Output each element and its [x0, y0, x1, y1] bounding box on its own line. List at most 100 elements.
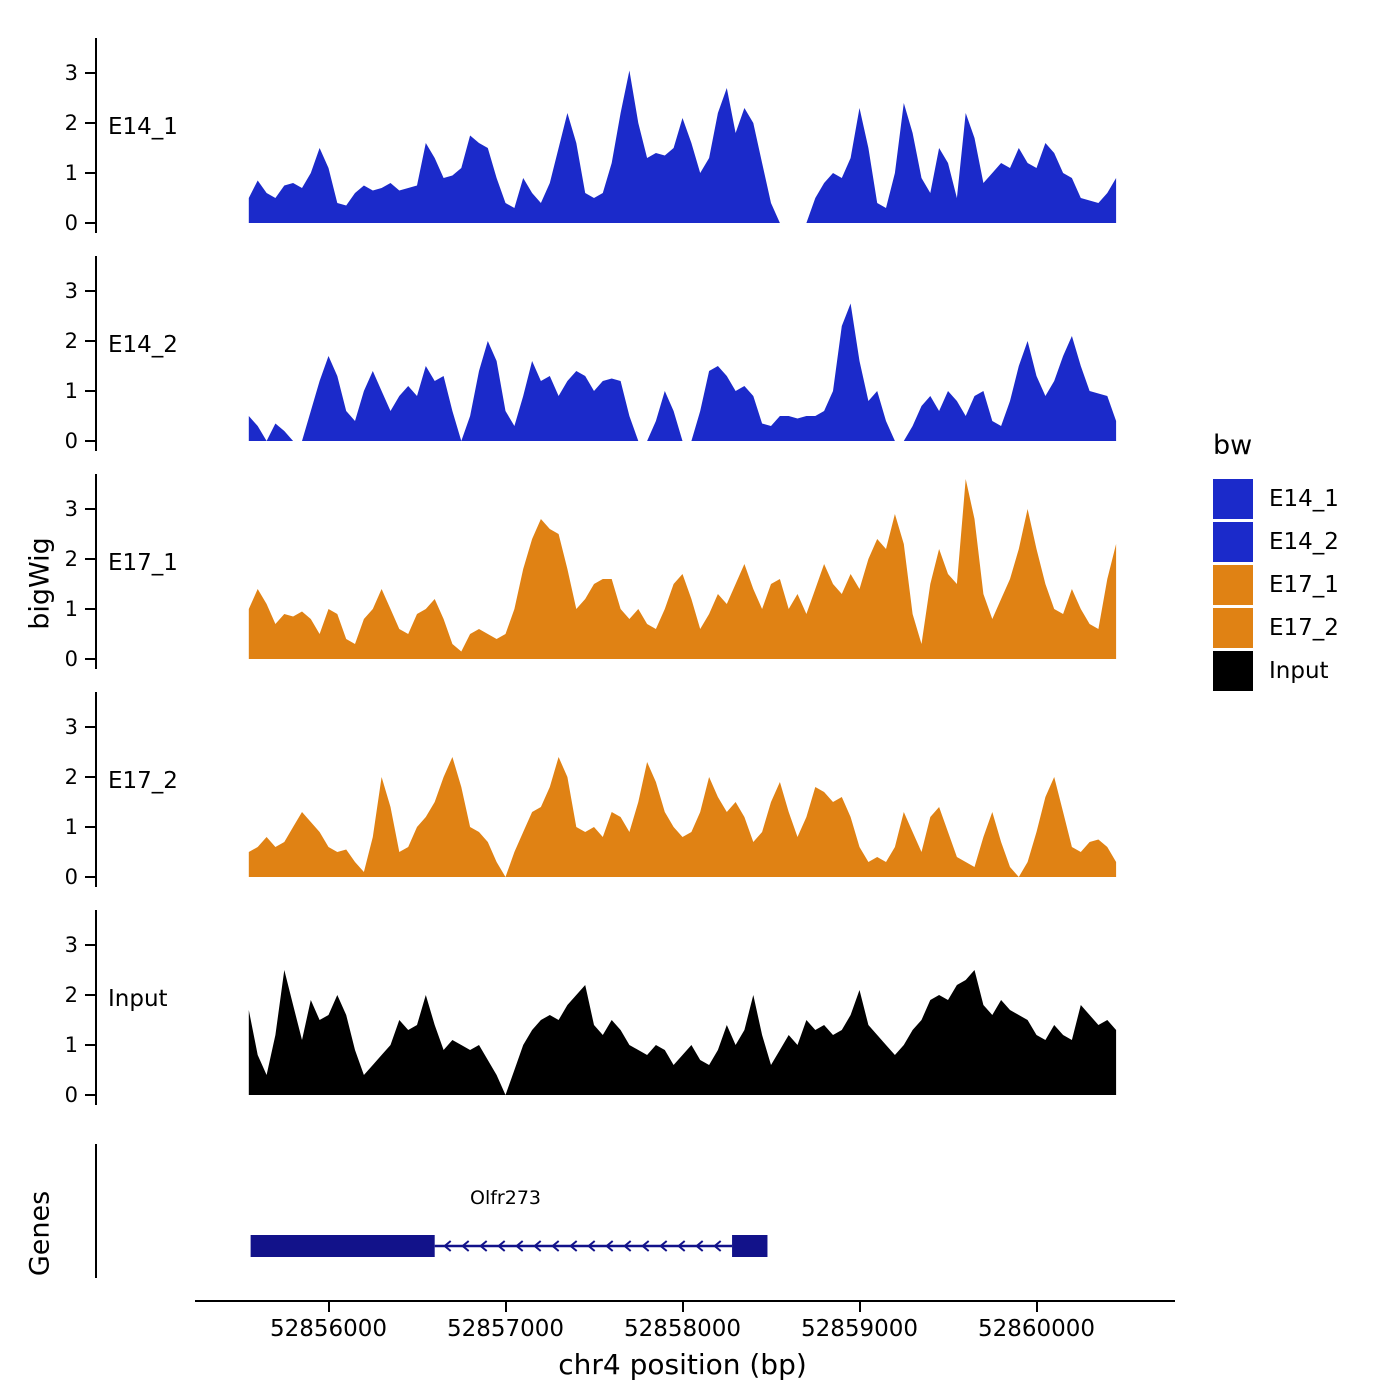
coverage-area-E17_1	[248, 479, 1117, 659]
y-tick-label: 1	[64, 1033, 78, 1057]
track-label-E17_1: E17_1	[108, 550, 178, 576]
gene-strand-arrow-left	[677, 1240, 686, 1252]
x-tick-label: 52857000	[446, 1316, 565, 1342]
y-axis-line	[95, 910, 97, 1105]
x-tick-label: 52859000	[800, 1316, 919, 1342]
legend-label: E17_2	[1269, 615, 1339, 641]
legend-title: bw	[1213, 430, 1253, 461]
y-axis-line	[95, 38, 97, 233]
y-tick	[85, 558, 96, 560]
gene-strand-arrow-left	[497, 1240, 506, 1252]
y-tick-label: 0	[64, 1083, 78, 1107]
gene-strand-arrow-left	[659, 1240, 668, 1252]
track-label-E14_1: E14_1	[108, 114, 178, 140]
gene-strand-arrow-left	[587, 1240, 596, 1252]
y-tick-label: 3	[64, 933, 78, 957]
track-row-E14_2: 3 2 1 0 E14_2	[0, 244, 1400, 456]
gene-strand-arrow-left	[623, 1240, 632, 1252]
y-tick	[85, 390, 96, 392]
x-tick	[1035, 1302, 1038, 1312]
track-area-Input	[248, 970, 1117, 1095]
gene-strand-arrow-left	[569, 1240, 578, 1252]
legend-label: E14_1	[1269, 486, 1339, 512]
track-row-Input: 3 2 1 0 Input	[0, 898, 1400, 1110]
y-tick-label: 2	[64, 765, 78, 789]
track-row-E14_1: 3 2 1 0 E14_1	[0, 26, 1400, 238]
y-tick-label: 2	[64, 111, 78, 135]
track-area-E14_1	[248, 70, 1117, 223]
x-tick-label: 52858000	[623, 1316, 742, 1342]
y-tick-label: 1	[64, 597, 78, 621]
y-tick	[85, 658, 96, 660]
y-axis-line	[95, 256, 97, 451]
y-tick-label: 2	[64, 329, 78, 353]
y-tick	[85, 290, 96, 292]
y-tick	[85, 776, 96, 778]
legend-label: E14_2	[1269, 529, 1339, 555]
x-tick	[504, 1302, 507, 1312]
gene-model-svg: Olfr273	[250, 1187, 768, 1257]
y-tick-label: 3	[64, 279, 78, 303]
legend-swatch	[1213, 651, 1253, 691]
x-axis-line	[195, 1300, 1175, 1302]
gene-strand-arrow-left	[533, 1240, 542, 1252]
y-tick	[85, 440, 96, 442]
legend-label: Input	[1269, 658, 1329, 684]
track-area-E17_2	[248, 757, 1117, 877]
gene-strand-arrow-left	[479, 1240, 488, 1252]
x-tick	[327, 1302, 330, 1312]
legend-swatch	[1213, 479, 1253, 519]
coverage-area-E14_2	[248, 303, 1117, 441]
y-tick	[85, 944, 96, 946]
legend-item-E14_1: E14_1	[1213, 479, 1393, 519]
y-tick-label: 1	[64, 815, 78, 839]
gene-strand-arrow-left	[641, 1240, 650, 1252]
gene-strand-arrow-left	[713, 1240, 722, 1252]
y-tick-label: 3	[64, 497, 78, 521]
gene-strand-arrow-left	[551, 1240, 560, 1252]
track-row-E17_2: 3 2 1 0 E17_2	[0, 680, 1400, 892]
gene-strand-arrow-left	[605, 1240, 614, 1252]
y-tick	[85, 1044, 96, 1046]
y-tick	[85, 826, 96, 828]
y-tick	[85, 994, 96, 996]
y-axis-line	[95, 692, 97, 887]
gene-strand-arrow-left	[461, 1240, 470, 1252]
x-tick	[858, 1302, 861, 1312]
track-label-E17_2: E17_2	[108, 768, 178, 794]
legend-items: E14_1 E14_2 E17_1 E17_2 Input	[1213, 479, 1393, 691]
genes-axis-line	[95, 1144, 97, 1278]
y-tick	[85, 726, 96, 728]
legend-swatch	[1213, 522, 1253, 562]
gene-name-label: Olfr273	[470, 1187, 541, 1209]
y-tick	[85, 876, 96, 878]
track-label-E14_2: E14_2	[108, 332, 178, 358]
y-tick	[85, 340, 96, 342]
y-tick	[85, 1094, 96, 1096]
x-tick	[681, 1302, 684, 1312]
gene-strand-arrow-left	[515, 1240, 524, 1252]
legend-swatch	[1213, 608, 1253, 648]
y-tick-label: 3	[64, 715, 78, 739]
y-tick-label: 0	[64, 429, 78, 453]
track-label-Input: Input	[108, 986, 168, 1012]
y-axis-line	[95, 474, 97, 669]
x-tick-label: 52860000	[977, 1316, 1096, 1342]
legend-item-Input: Input	[1213, 651, 1393, 691]
y-tick-label: 0	[64, 865, 78, 889]
x-axis-title: chr4 position (bp)	[558, 1348, 807, 1381]
y-tick-label: 0	[64, 647, 78, 671]
coverage-area-E14_1	[248, 70, 1117, 223]
legend-swatch	[1213, 565, 1253, 605]
y-tick	[85, 72, 96, 74]
track-area-E14_2	[248, 303, 1117, 441]
gene-strand-arrow-left	[695, 1240, 704, 1252]
y-tick	[85, 508, 96, 510]
y-tick	[85, 222, 96, 224]
y-tick-label: 1	[64, 379, 78, 403]
legend-item-E14_2: E14_2	[1213, 522, 1393, 562]
track-row-E17_1: 3 2 1 0 E17_1	[0, 462, 1400, 674]
coverage-area-E17_2	[248, 757, 1117, 877]
gene-exon-box	[250, 1235, 435, 1257]
